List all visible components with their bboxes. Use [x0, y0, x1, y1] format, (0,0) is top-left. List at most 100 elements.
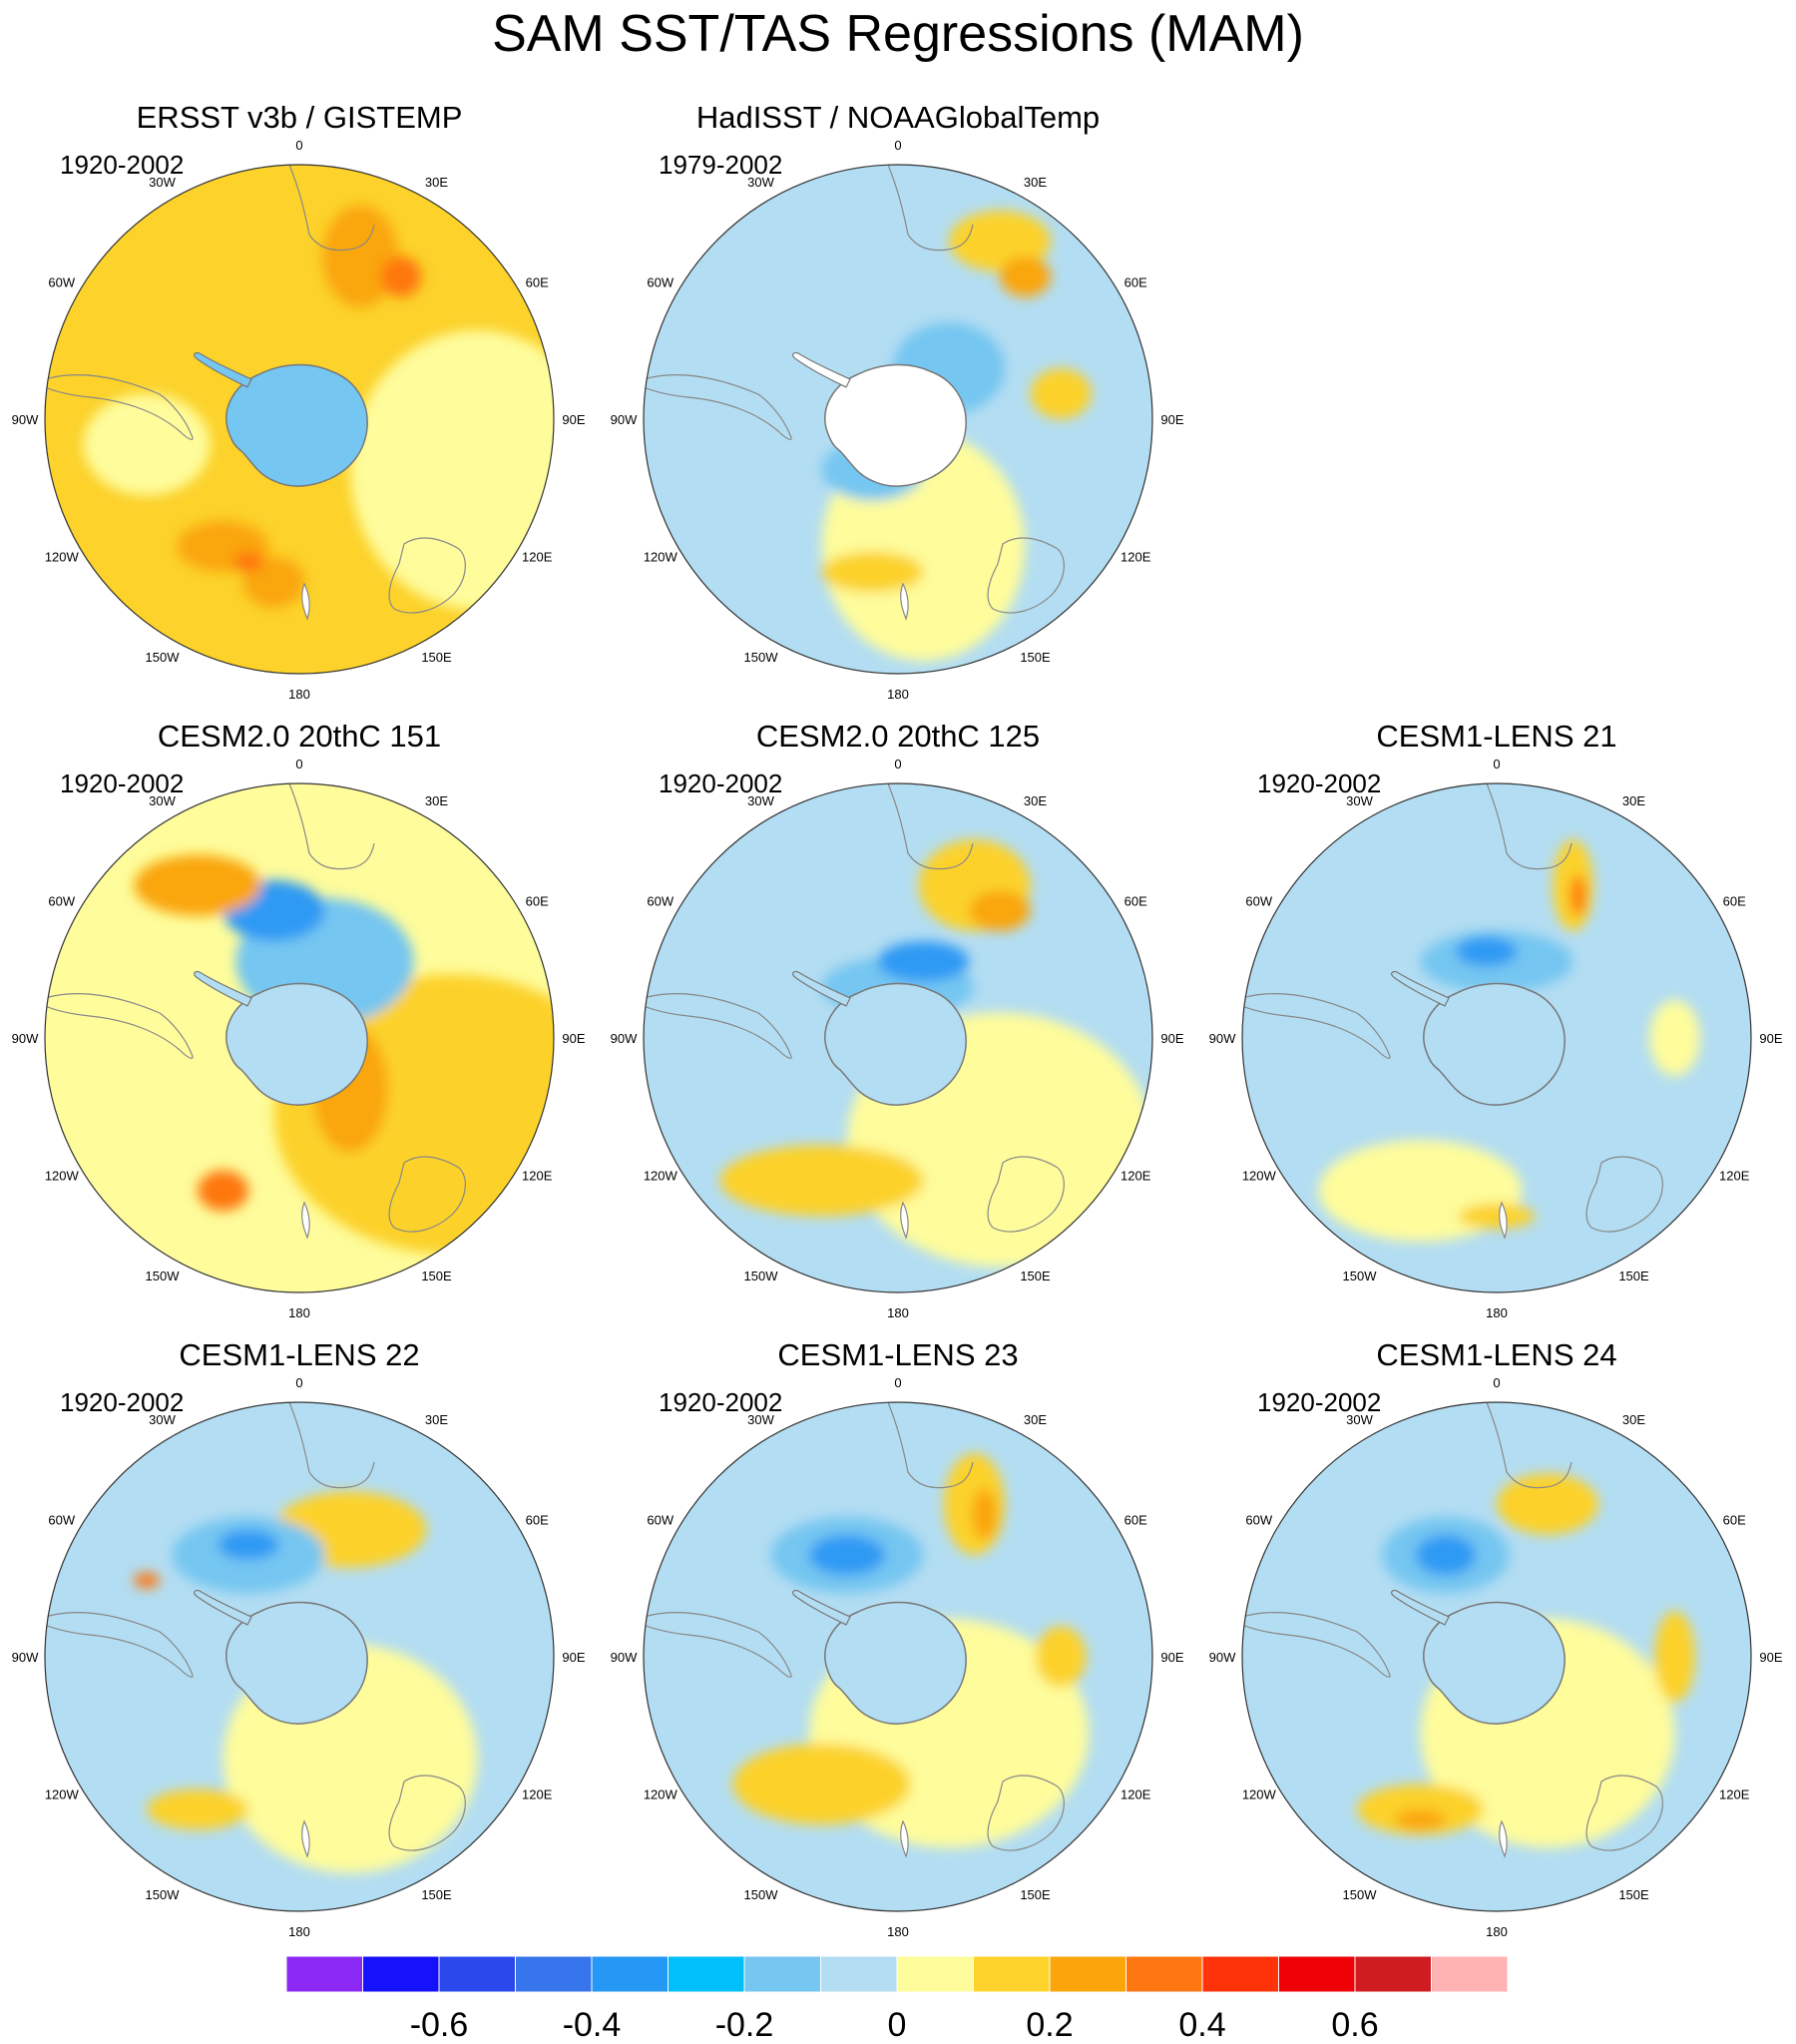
longitude-label: 150W	[146, 1269, 181, 1283]
panel-title: ERSST v3b / GISTEMP	[136, 100, 463, 135]
anomaly-region	[719, 1145, 924, 1217]
panel-period: 1920-2002	[60, 150, 185, 180]
longitude-label: 30W	[1346, 793, 1373, 808]
longitude-label: 150W	[744, 1269, 779, 1283]
longitude-label: 180	[887, 1305, 909, 1320]
longitude-label: 120E	[1121, 1169, 1151, 1184]
antarctic-peninsula	[194, 1589, 252, 1626]
polar-map: 0 30E 60E 90E 120E 150E 180 150W 120W 90W 60W 30W	[12, 1375, 586, 1939]
anomaly-region	[380, 256, 422, 297]
anomaly-region	[232, 551, 264, 572]
polar-map: 0 30E 60E 90E 120E 150E 180 150W 120W 90W 60W 30W	[611, 1375, 1184, 1939]
antarctic-peninsula	[792, 351, 851, 388]
longitude-label: 90W	[1209, 1031, 1236, 1046]
colorbar-tick-label: -0.6	[410, 2006, 469, 2044]
panel-period: 1920-2002	[659, 1387, 783, 1417]
australia-coast	[388, 537, 466, 614]
colorbar: -0.6 -0.4 -0.2 0 0.2 0.4 0.6	[285, 1956, 1509, 2044]
longitude-label: 0	[295, 757, 302, 771]
south-america-coast	[1242, 993, 1391, 1059]
longitude-label: 30E	[425, 1412, 448, 1427]
longitude-label: 30E	[1024, 1412, 1047, 1427]
longitude-label: 180	[887, 687, 909, 702]
map-panel: CESM2.0 20thC 125 0 30E 60E 90E 120E 150E 180 15…	[611, 719, 1184, 1320]
longitude-label: 90E	[1759, 1031, 1782, 1046]
colorbar-box	[1125, 1956, 1203, 1993]
longitude-label: 90W	[611, 1650, 638, 1665]
colorbar-box	[668, 1956, 745, 1993]
colorbar-tick-label: 0	[888, 2006, 907, 2044]
longitude-label: 30E	[425, 175, 448, 190]
longitude-label: 150E	[421, 1269, 452, 1283]
colorbar-boxes	[285, 1956, 1509, 1993]
colorbar-box	[1201, 1956, 1279, 1993]
colorbar-box	[973, 1956, 1051, 1993]
polar-map: 0 30E 60E 90E 120E 150E 180 150W 120W 90W 60W 30W	[12, 757, 586, 1320]
south-america-coast	[644, 374, 792, 440]
longitude-label: 90W	[12, 1031, 39, 1046]
panel-title: CESM1-LENS 21	[1376, 719, 1617, 754]
longitude-label: 60W	[48, 1513, 75, 1528]
anomaly-region	[949, 210, 1051, 272]
new-zealand-coast	[900, 1819, 909, 1858]
antarctica-landmass	[225, 982, 368, 1106]
colorbar-tick-label: 0.4	[1178, 2006, 1225, 2044]
anomaly-region	[1415, 1534, 1477, 1576]
panel-title: CESM2.0 20thC 151	[157, 719, 442, 754]
longitude-label: 60W	[1245, 1513, 1272, 1528]
longitude-label: 30W	[149, 793, 176, 808]
longitude-label: 120W	[45, 1788, 80, 1802]
colorbar-box	[285, 1956, 363, 1993]
anomaly-region	[821, 551, 924, 593]
new-zealand-coast	[900, 582, 909, 621]
longitude-label: 90E	[562, 1650, 585, 1665]
anomaly-region	[134, 854, 261, 916]
longitude-label: 180	[1486, 1305, 1508, 1320]
longitude-label: 0	[894, 757, 901, 771]
polar-map: 0 30E 60E 90E 120E 150E 180 150W 120W 90W 60W 30W	[1209, 757, 1783, 1320]
south-america-coast	[45, 1612, 194, 1678]
panel-title: CESM2.0 20thC 125	[755, 719, 1041, 754]
south-america-coast	[45, 374, 194, 440]
australia-coast	[987, 1156, 1065, 1233]
panel-period: 1920-2002	[60, 1387, 185, 1417]
longitude-label: 120W	[45, 550, 80, 565]
longitude-label: 120E	[522, 1169, 553, 1184]
longitude-label: 150E	[1020, 650, 1051, 665]
map-border	[643, 164, 1153, 675]
anomaly-region	[1035, 1626, 1087, 1688]
longitude-label: 0	[295, 1375, 302, 1390]
anomaly-region	[218, 1529, 279, 1561]
colorbar-box	[1049, 1956, 1126, 1993]
new-zealand-coast	[1499, 1201, 1508, 1240]
africa-coast	[887, 1402, 974, 1489]
colorbar-box	[743, 1956, 821, 1993]
map-panel: CESM1-LENS 21 0 30E 60E 90E 120E 150E 180 150W 12…	[1209, 719, 1783, 1320]
map-panel: CESM1-LENS 24 0 30E 60E 90E 120E 150E 180 150W 12…	[1209, 1337, 1783, 1939]
anomaly-region	[1356, 1784, 1485, 1835]
antarctica-landmass	[225, 1601, 368, 1725]
map-panel: CESM1-LENS 23 0 30E 60E 90E 120E 150E 180 150W 12…	[611, 1337, 1184, 1939]
africa-coast	[288, 165, 375, 252]
longitude-label: 150W	[1343, 1887, 1378, 1902]
longitude-label: 120E	[1719, 1788, 1750, 1802]
anomaly-region	[83, 393, 211, 496]
longitude-label: 90W	[611, 1031, 638, 1046]
longitude-label: 30W	[747, 1412, 774, 1427]
longitude-label: 60E	[1723, 894, 1746, 909]
longitude-label: 150W	[146, 1887, 181, 1902]
polar-map: 0 30E 60E 90E 120E 150E 180 150W 120W 90W 60W 30W	[1209, 1375, 1783, 1939]
map-border	[1241, 1401, 1752, 1912]
colorbar-box	[1278, 1956, 1356, 1993]
panel-period: 1920-2002	[659, 768, 783, 798]
longitude-label: 0	[1493, 1375, 1500, 1390]
new-zealand-coast	[900, 1201, 909, 1240]
longitude-label: 90E	[1160, 412, 1183, 427]
longitude-label: 60W	[647, 894, 674, 909]
australia-coast	[987, 1775, 1065, 1851]
africa-coast	[288, 783, 375, 870]
australia-coast	[1585, 1775, 1663, 1851]
colorbar-box	[515, 1956, 593, 1993]
colorbar-labels: -0.6 -0.4 -0.2 0 0.2 0.4 0.6	[410, 2006, 1379, 2044]
colorbar-box	[1354, 1956, 1432, 1993]
